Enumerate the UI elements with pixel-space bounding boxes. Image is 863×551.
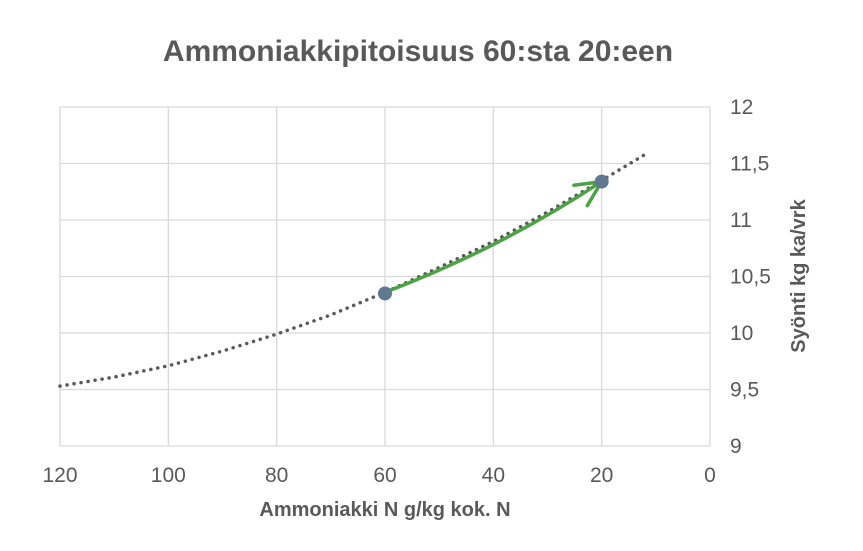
trend-arrow-line bbox=[383, 179, 604, 295]
x-tick-label: 80 bbox=[265, 464, 288, 487]
x-tick-label: 0 bbox=[704, 464, 716, 487]
y-tick-label: 9 bbox=[730, 435, 742, 458]
x-tick-label: 40 bbox=[482, 464, 505, 487]
y-tick-label: 10 bbox=[730, 322, 753, 345]
trendline bbox=[58, 152, 647, 388]
grid bbox=[59, 106, 711, 447]
x-axis-title: Ammoniakki N g/kg kok. N bbox=[259, 499, 510, 521]
x-tick-label: 60 bbox=[373, 464, 396, 487]
chart-title: Ammoniakkipitoisuus 60:sta 20:een bbox=[163, 35, 673, 68]
y-axis-title: Syönti kg ka/vrk bbox=[788, 198, 810, 352]
x-tick-label: 20 bbox=[590, 464, 613, 487]
points-layer bbox=[378, 174, 609, 301]
y-tick-labels: 12 11,5 11 10,5 10 9,5 9 bbox=[730, 96, 771, 458]
y-tick-label: 9,5 bbox=[730, 379, 759, 402]
y-tick-label: 11,5 bbox=[730, 153, 769, 176]
x-tick-label: 100 bbox=[151, 464, 186, 487]
y-tick-label: 10,5 bbox=[730, 266, 771, 289]
x-tick-labels: 120 100 80 60 40 20 0 bbox=[42, 464, 715, 487]
trendline-layer bbox=[58, 152, 647, 388]
x-tick-label: 120 bbox=[42, 464, 77, 487]
data-point bbox=[594, 174, 609, 189]
data-point bbox=[378, 286, 392, 301]
y-tick-label: 12 bbox=[730, 96, 753, 119]
y-tick-label: 11 bbox=[730, 209, 752, 232]
